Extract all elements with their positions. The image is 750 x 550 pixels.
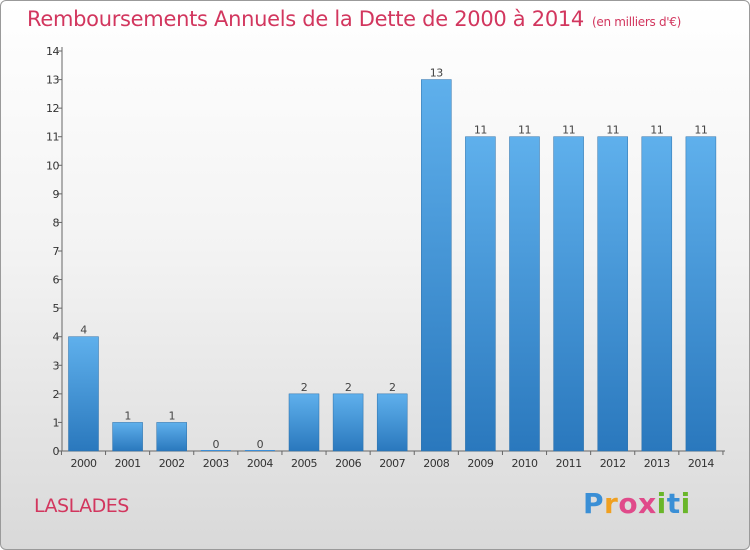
x-tick-label: 2010 [512,457,538,470]
data-label: 2 [345,381,352,394]
bar-2006 [332,393,364,452]
bar-2011 [553,136,584,452]
x-tick-label: 2013 [644,457,670,470]
y-tick-label: 6 [53,274,60,287]
data-label: 1 [124,409,131,422]
bar-2001 [112,422,143,452]
y-tick-label: 13 [46,74,59,87]
x-tick-label: 2012 [600,457,626,470]
data-label: 13 [430,67,443,80]
bar-2007 [376,393,408,452]
chart-title-text: Remboursements Annuels de la Dette de 20… [27,7,584,31]
y-tick-label: 5 [53,302,60,315]
x-tick-label: 2005 [291,457,317,470]
data-label: 2 [301,381,308,394]
proxiti-logo: Proxiti [583,487,691,520]
data-label: 11 [606,124,619,137]
data-label: 1 [168,409,175,422]
logo-letter: i [656,487,667,520]
data-label: 11 [518,124,531,137]
bar-2010 [509,136,540,452]
bar-2009 [465,136,496,452]
logo-letter: o [618,487,639,520]
x-tick-label: 2001 [115,457,141,470]
x-tick-label: 2004 [247,457,273,470]
x-tick-label: 2008 [423,457,449,470]
bar-2012 [597,136,628,452]
data-label: 11 [474,124,487,137]
bars [68,79,717,452]
x-tick-label: 2007 [379,457,405,470]
data-label: 0 [213,438,220,451]
logo-letter: x [638,487,657,520]
x-tick-label: 2014 [688,457,714,470]
logo-letter: r [604,487,619,520]
bar-2002 [156,422,187,452]
logo-letter: t [666,487,681,520]
x-tick-label: 2006 [335,457,361,470]
commune-name: LASLADES [34,495,129,517]
y-tick-label: 14 [46,45,59,58]
x-tick-label: 2009 [467,457,493,470]
x-tick-label: 2011 [556,457,582,470]
chart-title: Remboursements Annuels de la Dette de 20… [27,7,681,31]
chart-unit: (en milliers d'€) [592,15,682,29]
data-label: 2 [389,381,396,394]
y-tick-label: 12 [46,102,59,115]
y-tick-label: 7 [53,245,60,258]
bar-2005 [288,393,320,452]
x-tick-label: 2000 [71,457,97,470]
data-label: 11 [562,124,575,137]
bar-2014 [685,136,717,452]
data-label: 11 [650,124,663,137]
y-tick-label: 2 [53,388,60,401]
y-tick-label: 9 [53,188,60,201]
logo-letter: P [583,487,605,520]
y-tick-label: 0 [53,445,60,458]
bar-2000 [68,336,99,452]
x-tick-label: 2003 [203,457,229,470]
y-tick-label: 3 [53,359,60,372]
bar-2008 [421,79,452,452]
logo-letter: i [680,487,691,520]
x-tick-label: 2002 [159,457,185,470]
y-tick-label: 10 [46,159,59,172]
data-label: 0 [257,438,264,451]
y-tick-label: 4 [53,331,60,344]
y-tick-label: 11 [46,131,59,144]
bar-2013 [641,136,673,452]
data-label: 4 [80,324,87,337]
y-tick-label: 1 [53,416,60,429]
y-tick-label: 8 [53,216,60,229]
data-label: 11 [694,124,707,137]
